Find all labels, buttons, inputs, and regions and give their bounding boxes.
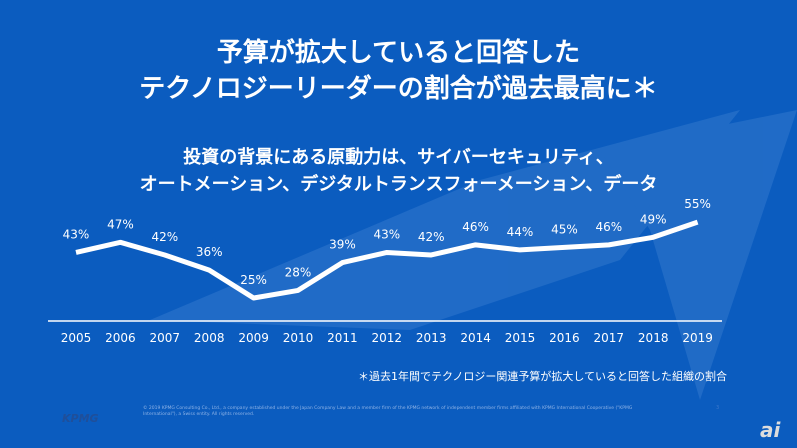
- x-tick-label: 2017: [594, 331, 625, 345]
- copyright-text: © 2019 KPMG Consulting Co., Ltd., a comp…: [143, 406, 633, 417]
- page-number: 3: [716, 405, 720, 411]
- watermark-logo: ai: [760, 418, 781, 442]
- data-label: 39%: [329, 238, 356, 252]
- data-label: 28%: [285, 265, 312, 279]
- subtitle-line-2: オートメーション、デジタルトランスフォーメーション、データ: [139, 174, 658, 195]
- x-tick-label: 2015: [505, 331, 536, 345]
- data-label: 55%: [684, 197, 711, 211]
- x-tick-label: 2018: [638, 331, 669, 345]
- title-line-2: テクノロジーリーダーの割合が過去最高に＊: [139, 74, 658, 104]
- x-tick-label: 2007: [150, 331, 181, 345]
- data-label: 42%: [418, 230, 445, 244]
- x-tick-label: 2014: [460, 331, 491, 345]
- subtitle-line-1: 投資の背景にある原動力は、サイバーセキュリティ、: [183, 147, 614, 168]
- x-tick-label: 2011: [327, 331, 358, 345]
- data-label: 36%: [196, 245, 223, 259]
- data-label: 43%: [373, 227, 400, 241]
- data-label: 46%: [462, 220, 489, 234]
- data-label: 25%: [240, 273, 267, 287]
- x-tick-label: 2009: [238, 331, 269, 345]
- data-label: 42%: [151, 230, 178, 244]
- data-label: 44%: [507, 225, 534, 239]
- x-tick-label: 2005: [61, 331, 92, 345]
- title-line-1: 予算が拡大していると回答した: [216, 38, 581, 68]
- x-tick-label: 2008: [194, 331, 225, 345]
- x-tick-label: 2013: [416, 331, 447, 345]
- data-label: 45%: [551, 222, 578, 236]
- x-tick-label: 2016: [549, 331, 580, 345]
- data-label: 49%: [640, 212, 667, 226]
- x-tick-label: 2006: [105, 331, 136, 345]
- x-tick-label: 2012: [372, 331, 403, 345]
- kpmg-logo: KPMG: [62, 412, 99, 425]
- data-label: 43%: [63, 227, 90, 241]
- data-label: 46%: [595, 220, 622, 234]
- series-line: [75, 219, 699, 301]
- data-label: 47%: [107, 217, 134, 231]
- footnote: ＊過去1年間でテクノロジー関連予算が拡大していると回答した組織の割合: [357, 370, 727, 383]
- background-arrows: [150, 110, 797, 400]
- x-tick-label: 2010: [283, 331, 314, 345]
- x-tick-label: 2019: [682, 331, 713, 345]
